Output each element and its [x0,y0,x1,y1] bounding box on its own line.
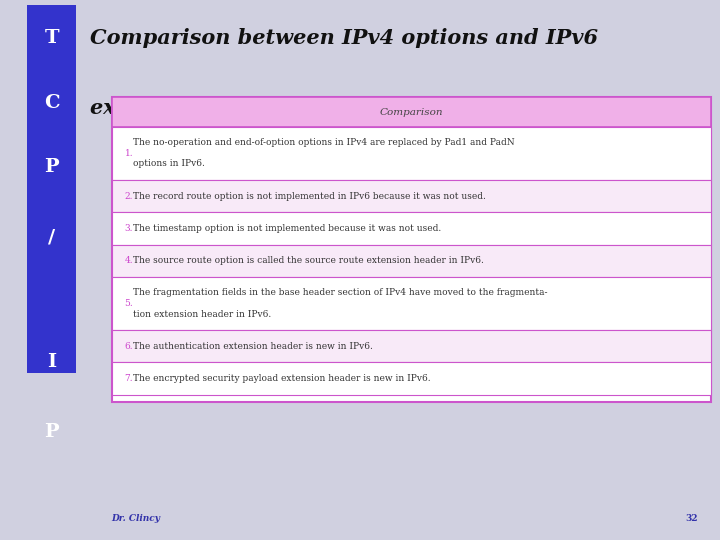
Text: 1.: 1. [125,149,133,158]
FancyBboxPatch shape [112,127,711,180]
Text: Dr. Clincy: Dr. Clincy [112,514,161,523]
Text: The encrypted security payload extension header is new in IPv6.: The encrypted security payload extension… [133,374,431,383]
Text: 32: 32 [685,514,698,523]
FancyBboxPatch shape [112,212,711,245]
Text: P: P [45,423,59,441]
Text: C: C [44,93,60,112]
FancyBboxPatch shape [112,330,711,362]
FancyBboxPatch shape [112,180,711,212]
Text: The fragmentation fields in the base header section of IPv4 have moved to the fr: The fragmentation fields in the base hea… [133,288,548,298]
Text: 7.: 7. [125,374,133,383]
Text: Comparison between IPv4 options and IPv6: Comparison between IPv4 options and IPv6 [90,28,598,48]
Text: The timestamp option is not implemented because it was not used.: The timestamp option is not implemented … [133,224,441,233]
Text: T: T [45,29,59,47]
FancyBboxPatch shape [112,277,711,330]
Text: extension headers: extension headers [90,98,302,118]
Text: 5.: 5. [125,299,133,308]
Text: options in IPv6.: options in IPv6. [133,159,205,168]
Text: The source route option is called the source route extension header in IPv6.: The source route option is called the so… [133,256,484,265]
Text: The authentication extension header is new in IPv6.: The authentication extension header is n… [133,342,373,350]
Text: 4.: 4. [125,256,133,265]
Text: 3.: 3. [125,224,133,233]
FancyBboxPatch shape [112,245,711,277]
FancyBboxPatch shape [112,362,711,395]
Text: P: P [45,158,59,177]
Text: 6.: 6. [125,342,133,350]
Text: Comparison: Comparison [379,107,443,117]
FancyBboxPatch shape [27,5,76,373]
Text: I: I [48,353,56,371]
FancyBboxPatch shape [112,97,711,127]
Text: tion extension header in IPv6.: tion extension header in IPv6. [133,309,271,319]
Text: The record route option is not implemented in IPv6 because it was not used.: The record route option is not implement… [133,192,486,200]
Text: The no-operation and end-of-option options in IPv4 are replaced by Pad1 and PadN: The no-operation and end-of-option optio… [133,138,515,147]
FancyBboxPatch shape [112,97,711,402]
Text: /: / [48,228,55,247]
Text: 2.: 2. [125,192,133,200]
